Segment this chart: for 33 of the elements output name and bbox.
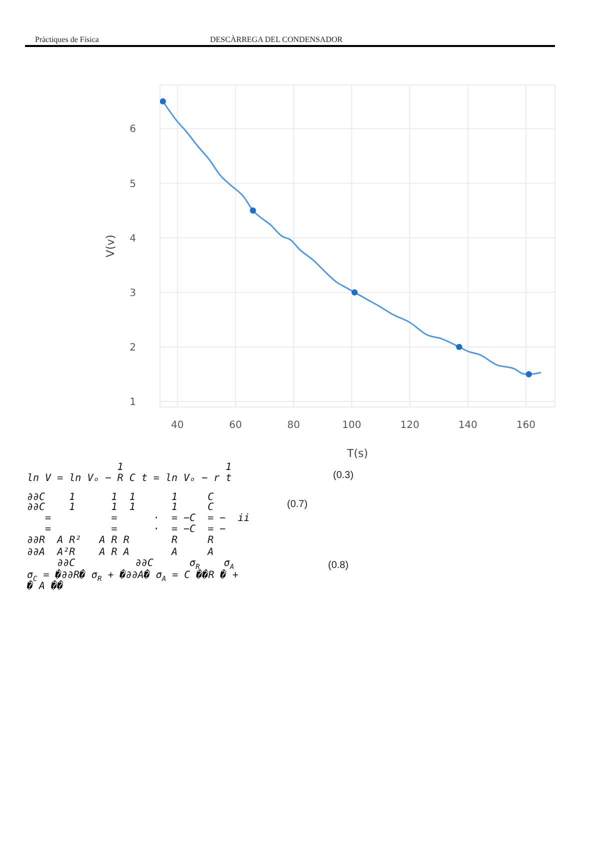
point (526, 371, 532, 378)
y-tick-label: 3 (130, 288, 136, 299)
y-tick-label: 4 (130, 233, 136, 244)
text: (0.8) (328, 560, 349, 572)
text: (0.7) (287, 499, 308, 511)
x-tick-label: 160 (516, 420, 536, 432)
point (250, 207, 256, 214)
point (352, 289, 358, 296)
text: Pràctiques de Física (35, 35, 99, 44)
y-tick-label: 5 (130, 178, 136, 190)
text: = = · = −C = − (44, 524, 226, 535)
point (160, 98, 166, 104)
x-axis-title: T(s) (346, 447, 368, 460)
text: (0.3) (333, 470, 354, 482)
point (456, 344, 462, 350)
text: ∂∂A A²R A R A A A (27, 547, 214, 558)
x-tick-label: 140 (458, 420, 478, 432)
text: ln V = ln Vₒ − R C t = ln Vₒ − r t (27, 473, 232, 484)
y-tick-label: 2 (130, 342, 136, 354)
x-tick-label: 60 (229, 420, 242, 432)
text: ∂∂C 1 1 1 1 C (27, 502, 214, 513)
y-tick-label: 6 (130, 124, 136, 136)
y-axis-title: V(v) (104, 234, 117, 258)
x-tick-label: 40 (171, 420, 184, 432)
y-tick-label: 1 (130, 397, 136, 408)
text: DESCÀRREGA DEL CONDENSADOR (210, 35, 343, 44)
x-tick-label: 120 (400, 420, 420, 432)
text: 1 1 (116, 462, 232, 473)
text: ∂∂C 1 1 1 1 C (27, 492, 214, 503)
text: ∂∂R A R² A R R R R (27, 535, 214, 546)
x-tick-label: 80 (287, 420, 300, 432)
x-tick-label: 100 (342, 420, 362, 432)
text: = = · = −C = − ii (44, 513, 250, 524)
